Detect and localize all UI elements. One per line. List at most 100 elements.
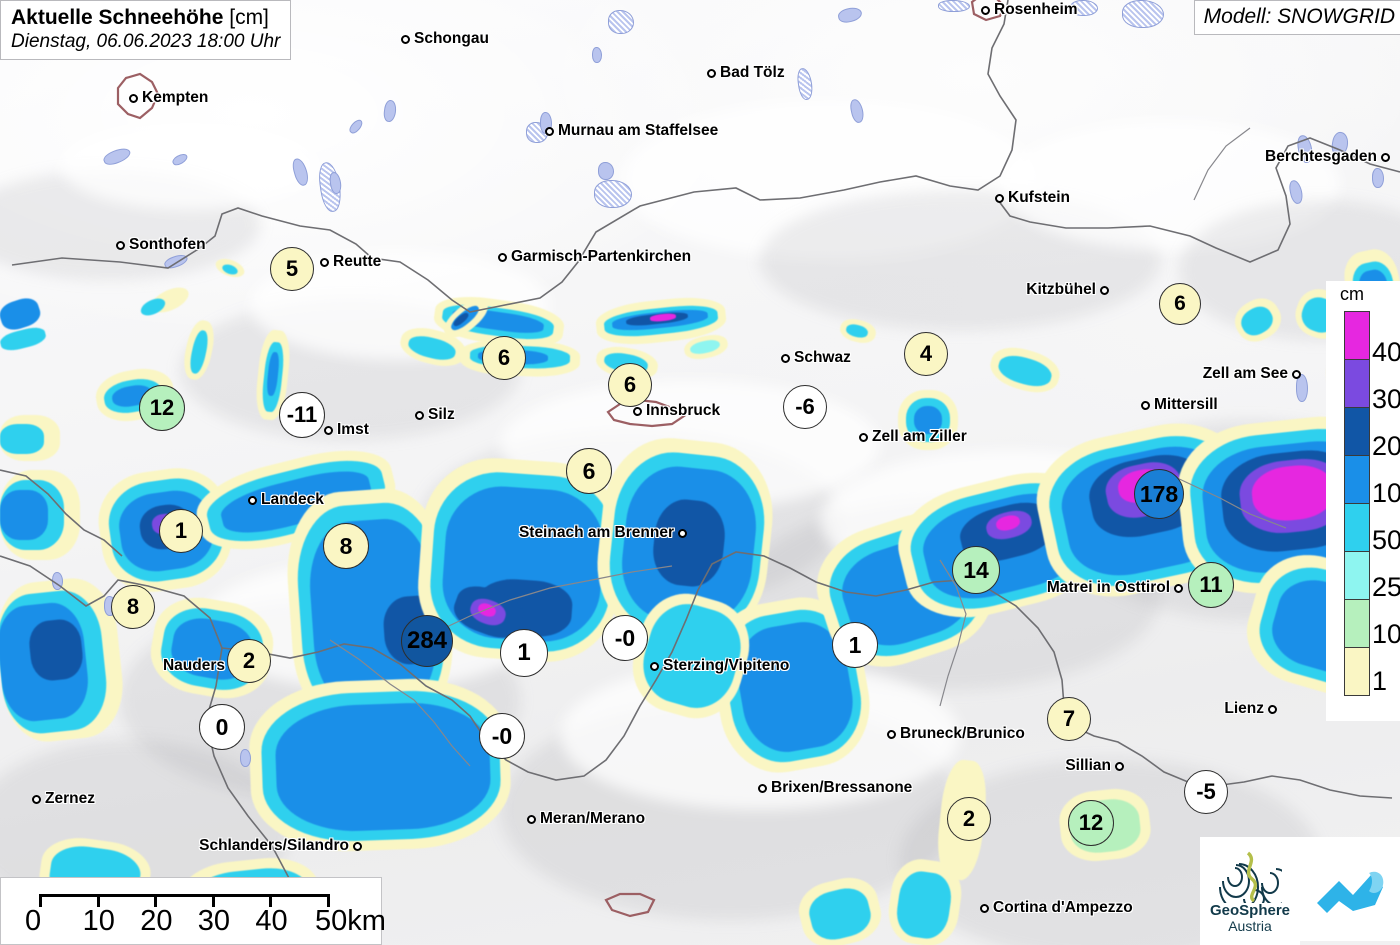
scale-tick-mark	[154, 894, 158, 907]
lake-shape	[938, 0, 970, 12]
city-marker[interactable]: Mittersill	[1141, 396, 1218, 414]
station-value-label: 7	[1062, 706, 1076, 731]
station-value-label: 1	[174, 518, 188, 543]
city-dot-icon	[758, 783, 767, 793]
city-dot-icon	[527, 814, 536, 824]
city-marker[interactable]: Lienz	[1224, 700, 1277, 718]
station-value-marker[interactable]: 1	[159, 509, 203, 553]
geosphere-subtitle: Austria	[1228, 918, 1272, 935]
station-value-marker[interactable]: -5	[1184, 770, 1228, 814]
city-label: Landeck	[261, 491, 324, 508]
station-value-label: 11	[1199, 572, 1223, 597]
station-value-marker[interactable]: 6	[1159, 283, 1201, 325]
city-dot-icon	[650, 661, 659, 671]
city-marker[interactable]: Matrei in Osttirol	[1047, 579, 1183, 597]
city-marker[interactable]: Innsbruck	[633, 402, 720, 420]
station-value-marker[interactable]: -11	[279, 392, 325, 438]
station-value-label: 6	[582, 457, 596, 484]
city-marker[interactable]: Silz	[415, 406, 455, 424]
legend-tick-label: 25	[1372, 572, 1400, 602]
city-label: Rosenheim	[994, 1, 1078, 18]
city-marker[interactable]: Garmisch-Partenkirchen	[498, 248, 691, 266]
city-dot-icon	[1115, 761, 1124, 771]
city-label: Cortina d'Ampezzo	[993, 899, 1133, 916]
station-value-marker[interactable]: 5	[270, 247, 314, 291]
legend-color-segment	[1345, 455, 1369, 503]
city-marker[interactable]: Bruneck/Brunico	[887, 725, 1025, 743]
station-value-label: -11	[286, 402, 318, 427]
title-line: Aktuelle Schneehöhe [cm]	[11, 6, 280, 30]
station-value-marker[interactable]: 284	[401, 615, 453, 667]
scale-tick-mark	[269, 894, 273, 907]
station-value-marker[interactable]: -0	[602, 615, 648, 661]
station-value-marker[interactable]: 6	[608, 363, 652, 407]
city-marker[interactable]: Sterzing/Vipiteno	[650, 657, 789, 675]
station-value-marker[interactable]: 8	[323, 523, 369, 569]
station-value-marker[interactable]: 1	[832, 622, 878, 668]
city-label: Zell am Ziller	[872, 428, 967, 445]
legend-unit-label: cm	[1340, 284, 1364, 304]
station-value-marker[interactable]: -6	[783, 385, 827, 429]
city-marker[interactable]: Kitzbühel	[1026, 281, 1109, 299]
station-value-marker[interactable]: 1	[500, 629, 548, 677]
city-marker[interactable]: Schlanders/Silandro	[199, 837, 362, 855]
station-value-label: -6	[795, 394, 815, 419]
station-value-label: 178	[1139, 480, 1179, 507]
city-marker[interactable]: Steinach am Brenner	[519, 524, 687, 542]
legend-tick-label: 400	[1372, 337, 1400, 367]
city-label: Mittersill	[1154, 396, 1218, 413]
lake-shape	[608, 10, 634, 34]
city-marker[interactable]: Sonthofen	[116, 236, 206, 254]
scale-tick-label: 40	[255, 905, 288, 937]
scale-tick-label: 50km	[315, 905, 386, 937]
legend-tick-label: 50	[1372, 525, 1400, 555]
city-dot-icon	[1268, 704, 1277, 714]
city-label: Imst	[337, 421, 369, 438]
city-marker[interactable]: Reutte	[320, 253, 381, 271]
station-value-marker[interactable]: 12	[1068, 800, 1114, 846]
scale-bar-line	[39, 894, 327, 897]
city-marker[interactable]: Meran/Merano	[527, 810, 645, 828]
station-value-label: -0	[614, 624, 636, 651]
city-marker[interactable]: Schwaz	[781, 349, 851, 367]
station-value-marker[interactable]: 6	[482, 336, 526, 380]
city-marker[interactable]: Berchtesgaden	[1265, 148, 1390, 166]
station-value-label: 2	[242, 648, 256, 673]
station-value-marker[interactable]: 6	[566, 448, 612, 494]
city-marker[interactable]: Brixen/Bressanone	[758, 779, 912, 797]
station-value-label: 14	[963, 556, 989, 583]
station-value-marker[interactable]: 12	[139, 385, 185, 431]
station-value-marker[interactable]: 11	[1188, 562, 1234, 608]
station-value-marker[interactable]: -0	[479, 713, 525, 759]
city-marker[interactable]: Schongau	[401, 30, 489, 48]
city-marker[interactable]: Murnau am Staffelsee	[545, 122, 718, 140]
city-marker[interactable]: Zernez	[32, 790, 95, 808]
station-value-marker[interactable]: 178	[1134, 469, 1184, 519]
city-dot-icon	[320, 257, 329, 267]
city-marker[interactable]: Bad Tölz	[707, 64, 785, 82]
station-value-marker[interactable]: 4	[904, 332, 948, 376]
city-label: Schongau	[414, 30, 489, 47]
station-value-marker[interactable]: 2	[947, 797, 991, 841]
city-marker[interactable]: Zell am See	[1203, 365, 1301, 383]
snow-depth-patch	[0, 490, 48, 540]
city-marker[interactable]: Zell am Ziller	[859, 428, 967, 446]
station-value-marker[interactable]: 8	[111, 585, 155, 629]
city-marker[interactable]: Imst	[324, 421, 369, 439]
snow-depth-patch	[914, 406, 942, 434]
station-value-marker[interactable]: 7	[1047, 697, 1091, 741]
station-value-label: -0	[491, 722, 513, 749]
city-label: Bad Tölz	[720, 64, 785, 81]
station-value-marker[interactable]: 0	[199, 704, 245, 750]
city-marker[interactable]: Kufstein	[995, 189, 1070, 207]
legend-color-segment	[1345, 599, 1369, 647]
city-marker[interactable]: Kempten	[129, 89, 208, 107]
station-value-marker[interactable]: 2	[227, 639, 271, 683]
scale-tick-mark	[211, 894, 215, 907]
city-marker[interactable]: Cortina d'Ampezzo	[980, 899, 1133, 917]
city-marker[interactable]: Landeck	[248, 491, 324, 509]
station-value-marker[interactable]: 14	[952, 546, 1000, 594]
station-value-label: 12	[149, 395, 175, 420]
city-marker[interactable]: Rosenheim	[981, 1, 1078, 19]
city-marker[interactable]: Sillian	[1065, 757, 1124, 775]
